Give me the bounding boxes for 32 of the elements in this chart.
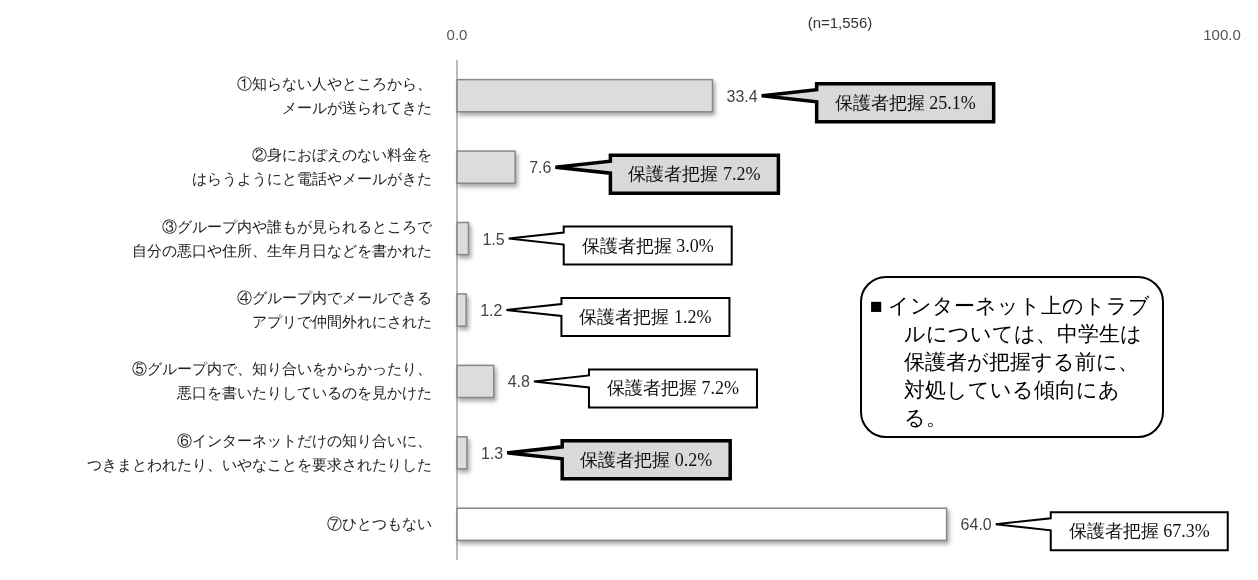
bar: [456, 221, 470, 256]
chart-title: (n=1,556): [807, 14, 873, 31]
y-tick-label: ⑥インターネットだけの知り合いに、つきまとわれたり、いやなことを要求されたりした: [87, 431, 432, 473]
bar: [456, 507, 948, 542]
annotation: 保護者把握 67.3%: [1068, 521, 1210, 542]
y-tick-label: ①知らない人やところから、メールが送られてきた: [237, 74, 432, 116]
bar: [456, 364, 495, 399]
x-tick-label: 100.0: [1203, 26, 1241, 43]
annotation: 保護者把握 1.2%: [579, 307, 712, 327]
data-label: 64.0: [960, 516, 992, 534]
data-label: 1.2: [480, 302, 503, 319]
bar: [456, 293, 467, 327]
annotation: 保護者把握 7.2%: [606, 378, 739, 399]
annotation: 保護者把握 25.1%: [834, 92, 976, 113]
bar: [456, 436, 468, 470]
y-tick-label: ⑤グループ内で、知り合いをからかったり、悪口を書いたりしているのを見かけた: [132, 360, 432, 402]
annotation: ■ インターネット上のトラブルについては、中学生は保護者が把握する前に、対処している傾向にある。: [860, 276, 1164, 438]
data-label: 1.3: [480, 444, 504, 462]
annotation: 保護者把握 0.2%: [580, 449, 713, 470]
y-tick-label: ④グループ内でメールできるアプリで仲間外れにされた: [237, 289, 432, 330]
data-label: 7.6: [529, 159, 552, 177]
bar: [456, 78, 714, 113]
y-tick-label: ②身におぼえのない料金をはらうようにと電話やメールがきた: [192, 146, 432, 188]
data-label: 4.8: [507, 373, 531, 391]
y-tick-label: ③グループ内や誰もが見られるところで自分の悪口や住所、生年月日などを書かれた: [132, 217, 433, 259]
x-tick-label: 0.0: [446, 26, 468, 43]
annotation: 保護者把握 3.0%: [581, 235, 714, 256]
y-tick-label: ⑦ひとつもない: [327, 515, 432, 533]
bar: [456, 150, 516, 184]
data-label: 1.5: [482, 230, 505, 248]
data-label: 33.4: [726, 87, 758, 105]
annotation: 保護者把握 7.2%: [628, 164, 761, 185]
